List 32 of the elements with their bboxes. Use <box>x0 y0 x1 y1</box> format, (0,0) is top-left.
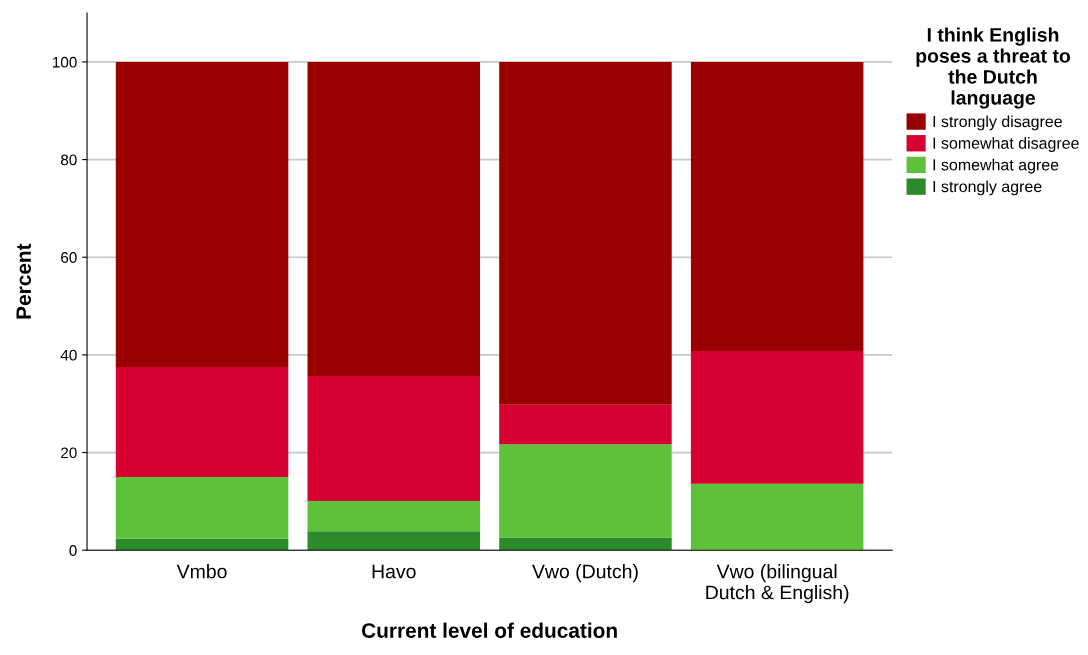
bar <box>307 500 481 532</box>
bar <box>499 444 672 538</box>
legend-label: I somewhat disagree <box>933 137 1079 152</box>
bar <box>690 483 864 551</box>
y-tick-label: 100 <box>53 56 77 68</box>
x-tick-label: Vmbo <box>176 564 227 579</box>
x-tick-label: Vwo (bilingual Dutch & English) <box>706 564 849 604</box>
legend-label: I strongly disagree <box>933 115 1062 131</box>
bar <box>115 61 289 368</box>
y-tick-label: 60 <box>61 252 77 263</box>
bar <box>690 61 864 351</box>
x-tick-label: Vwo (Dutch) <box>532 564 638 583</box>
bar <box>115 367 289 477</box>
legend-label: I somewhat agree <box>933 158 1059 174</box>
y-tick-label: 40 <box>60 349 77 361</box>
bar <box>115 476 289 539</box>
bar <box>499 537 672 551</box>
y-tick-label: 80 <box>60 154 77 166</box>
y-tick-label: 20 <box>61 447 77 459</box>
legend-label: I strongly agree <box>933 180 1042 196</box>
bar <box>499 61 672 405</box>
bar <box>690 350 864 484</box>
bar <box>307 375 481 501</box>
bar <box>307 61 481 376</box>
y-axis-title: Percent <box>16 243 32 319</box>
legend-title: I think English poses a threat to the Dutch language <box>916 27 1071 109</box>
y-tick-label: 0 <box>69 545 77 556</box>
bar <box>115 538 289 551</box>
bar <box>499 404 672 445</box>
x-tick-label: Havo <box>372 564 416 579</box>
x-axis-title: Current level of education <box>361 622 617 638</box>
bar <box>307 531 481 551</box>
